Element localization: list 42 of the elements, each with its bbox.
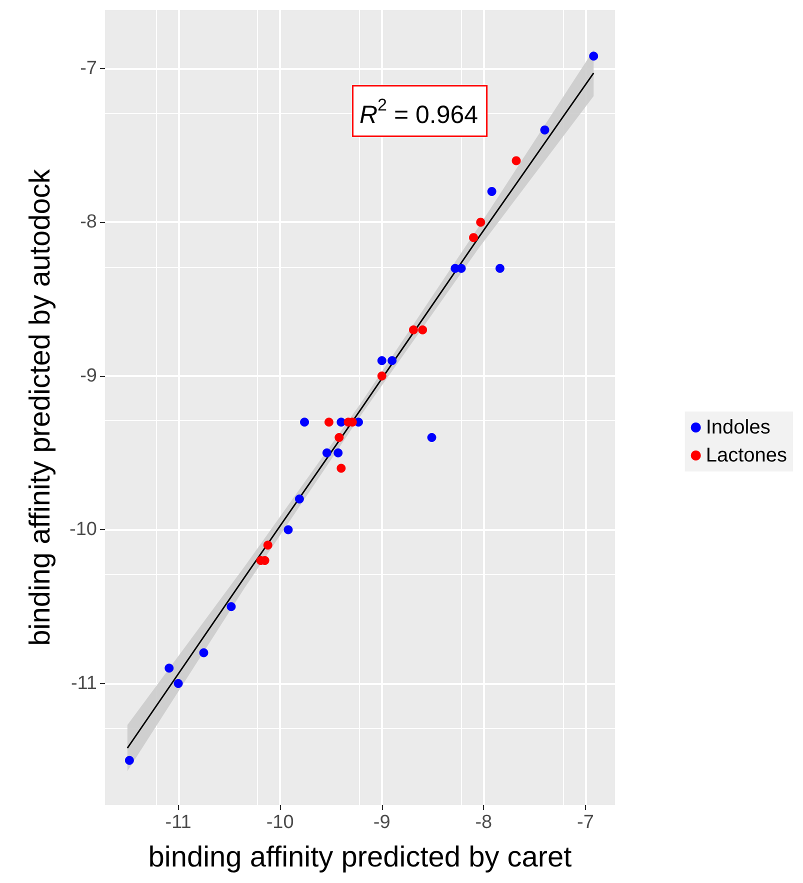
- point: [427, 432, 436, 442]
- point: [388, 356, 397, 366]
- point: [476, 218, 486, 227]
- point: [377, 356, 386, 366]
- point: [324, 418, 334, 427]
- point: [418, 325, 428, 334]
- y-tick-label: -8: [80, 212, 97, 233]
- x-tick-label: -10: [266, 812, 294, 833]
- point: [124, 756, 134, 765]
- point: [495, 264, 504, 273]
- point: [512, 156, 521, 166]
- y-tick-label: -7: [80, 58, 97, 79]
- point: [164, 664, 174, 673]
- point: [334, 448, 343, 458]
- y-tick-label: -11: [70, 673, 97, 694]
- point: [294, 494, 304, 504]
- point: [589, 52, 598, 61]
- legend-label: Indoles: [706, 416, 770, 438]
- x-tick-label: -8: [475, 812, 492, 833]
- point: [226, 602, 236, 612]
- point: [408, 325, 418, 334]
- point: [487, 186, 496, 196]
- point: [540, 125, 550, 134]
- point: [300, 418, 310, 427]
- legend-label: Lactones: [706, 444, 787, 466]
- point: [284, 525, 293, 534]
- x-axis-title: binding affinity predicted by caret: [148, 842, 572, 874]
- point: [322, 448, 332, 458]
- y-axis-title: binding affinity predicted by autodock: [24, 168, 56, 646]
- point: [199, 648, 208, 658]
- point: [377, 371, 386, 380]
- point: [336, 464, 346, 473]
- y-tick-label: -10: [70, 519, 97, 540]
- point: [336, 418, 346, 427]
- x-tick-label: -9: [373, 812, 390, 833]
- point: [263, 540, 272, 550]
- point: [469, 233, 478, 242]
- point: [334, 432, 344, 442]
- point: [174, 679, 183, 688]
- y-tick-label: -9: [80, 365, 97, 386]
- x-tick-label: -11: [165, 812, 192, 833]
- x-tick-label: -7: [577, 812, 594, 833]
